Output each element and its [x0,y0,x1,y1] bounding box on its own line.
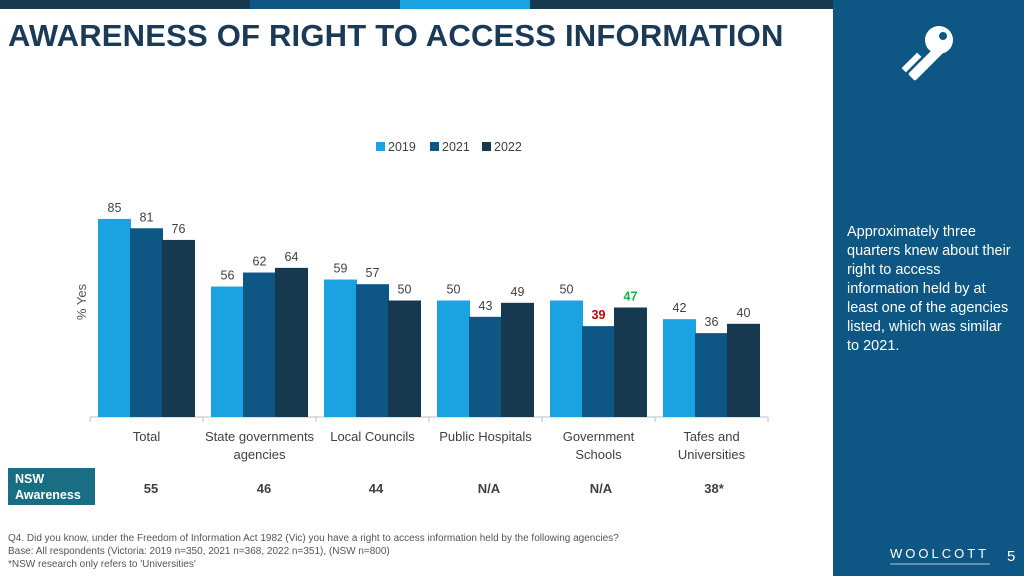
bar-2021-0 [130,228,163,417]
woolcott-logo: WOOLCOTT [890,546,990,561]
category-label-5: Universities [678,447,746,462]
bar-2022-1 [275,267,308,417]
legend-swatch-2022 [482,142,491,151]
bar-2019-3 [437,300,470,417]
bar-2021-5 [695,333,728,417]
key-icon [901,26,953,81]
data-label-2019-0: 85 [108,201,122,215]
bar-2019-2 [324,279,357,417]
data-label-2021-5: 36 [705,315,719,329]
sidebar-summary-text: Approximately three quarters knew about … [847,224,1011,354]
nsw-value-local-councils: 44 [368,481,384,496]
category-label-1: State governments [205,429,315,444]
page-number: 5 [1007,548,1016,565]
data-label-2021-3: 43 [479,299,493,313]
bar-2019-5 [663,319,696,417]
logo-underline [890,563,990,565]
data-label-2022-5: 40 [737,306,751,320]
y-axis-label: % Yes [74,283,89,320]
legend-swatch-2021 [430,142,439,151]
bar-2021-2 [356,284,389,417]
bar-2021-1 [243,272,276,417]
nsw-value-public-hospitals: N/A [477,481,501,496]
nsw-value-state-agencies: 46 [256,481,272,496]
nsw-label-line1: NSW [15,472,45,486]
data-label-2019-3: 50 [447,283,461,297]
nsw-value-total: 55 [143,481,159,496]
data-label-2021-4: 39 [592,308,606,322]
category-label-2: Local Councils [330,429,415,444]
data-label-2022-4: 47 [624,289,638,303]
data-label-2022-0: 76 [172,222,186,236]
data-label-2022-1: 64 [285,250,299,264]
bar-2022-2 [388,300,421,417]
footnote-base: Base: All respondents (Victoria: 2019 n=… [8,546,390,557]
bar-chart: % Yes 2019 2021 2022 85 81 76 Total 56 62 64 State … [74,140,769,462]
legend-label-2022: 2022 [494,140,522,154]
footnotes: Q4. Did you know, under the Freedom of I… [8,532,619,571]
page-title: AWARENESS OF RIGHT TO ACCESS INFORMATION [8,18,784,53]
bar-2022-4 [614,307,647,417]
category-label-4: Government [563,429,635,444]
data-label-2021-0: 81 [140,210,154,224]
footnote-question: Q4. Did you know, under the Freedom of I… [8,533,619,544]
category-label-1: agencies [233,447,286,462]
nsw-awareness-label: NSW Awareness [8,468,95,505]
bar-2021-4 [582,326,615,417]
category-label-4: Schools [575,447,622,462]
legend-label-2021: 2021 [442,140,470,154]
bar-2021-3 [469,316,502,417]
category-label-0: Total [133,429,161,444]
bar-2022-0 [162,239,195,417]
bar-2019-0 [98,218,131,417]
category-label-5: Tafes and [683,429,739,444]
nsw-label-line2: Awareness [15,488,81,502]
top-accent-bar [0,0,833,9]
bar-2019-1 [211,286,244,417]
data-label-2019-2: 59 [334,262,348,276]
category-label-3: Public Hospitals [439,429,532,444]
data-label-2021-2: 57 [366,266,380,280]
data-label-2019-4: 50 [560,283,574,297]
bar-2022-3 [501,302,534,417]
bar-2022-5 [727,323,760,417]
sidebar-panel [833,0,1024,576]
legend-swatch-2019 [376,142,385,151]
data-label-2021-1: 62 [253,255,267,269]
legend-label-2019: 2019 [388,140,416,154]
nsw-value-government-schools: N/A [589,481,613,496]
data-label-2019-5: 42 [673,301,687,315]
data-label-2022-2: 50 [398,283,412,297]
bar-2019-4 [550,300,583,417]
footnote-nsw: *NSW research only refers to 'Universiti… [8,559,196,570]
data-label-2022-3: 49 [511,285,525,299]
data-label-2019-1: 56 [221,269,235,283]
nsw-value-tafes-universities: 38* [704,481,724,496]
